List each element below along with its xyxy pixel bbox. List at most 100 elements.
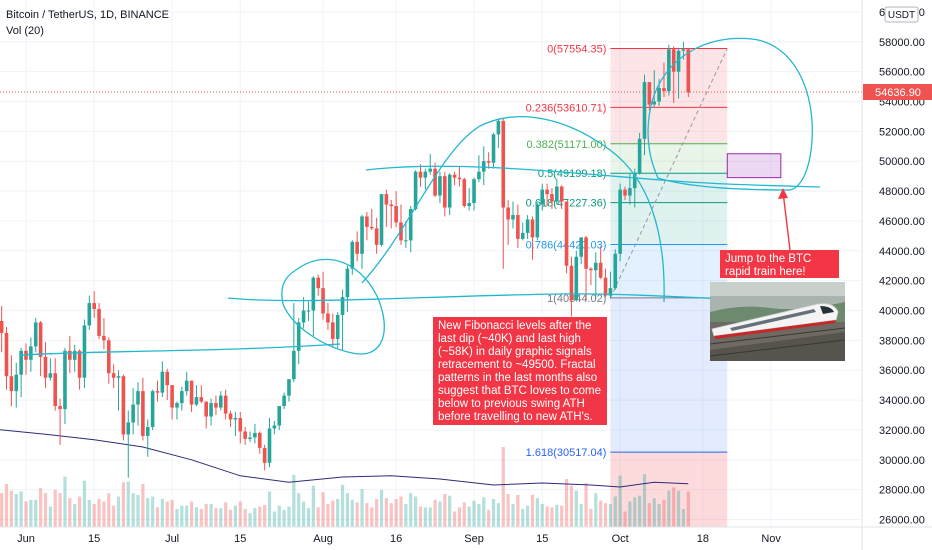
candle-body [29,346,33,360]
volume-bar [29,499,33,527]
hand-drawn-curves [19,37,821,356]
candlestick-series [0,41,862,478]
y-tick-label: 34000.00 [879,395,925,407]
x-tick-label: Aug [313,533,333,545]
volume-bar [574,490,578,527]
candle-body [141,391,145,436]
candle-body [106,340,111,374]
candle-body [33,322,38,347]
candle-body [384,194,389,205]
fib-level-label: 0(57554.35) [547,43,606,55]
candle-body [462,179,467,207]
candle-body [209,403,213,417]
candle-body [637,138,642,174]
volume-bar [224,502,228,527]
candle-body [608,288,613,296]
fib-zone [610,143,728,174]
candle-body [598,262,603,278]
volume-bar [540,504,544,527]
candle-body [345,268,350,298]
candle-body [102,335,106,341]
volume-bar [438,501,442,527]
volume-bar [58,493,62,527]
arrow-line [782,191,791,251]
volume-bar [228,509,233,527]
volume-bar [472,500,476,527]
volume-bar [24,501,28,527]
volume-bar [345,493,350,527]
arrow-head [778,188,788,199]
volume-bar [404,504,408,527]
volume-bar [418,506,423,527]
candle-body [43,356,48,378]
price-axis[interactable]: 26000.00 28000.00 30000.00 32000.00 34000.00… [861,0,932,550]
volume-bar [311,485,315,527]
candle-body [365,216,369,227]
candle-body [496,120,501,135]
volume-bar [384,498,388,527]
candle-body [491,134,496,163]
volume-bar [457,507,462,527]
candle-body [38,322,43,357]
candle-body [486,161,491,163]
volume-bar [19,491,23,527]
volume-bar [448,495,452,527]
candle-body [477,171,481,180]
volume-bar [667,490,671,527]
candle-body [292,350,296,380]
candle-body [472,179,476,204]
y-tick-label: 56000.00 [879,67,925,79]
candle-body [287,379,291,396]
candle-body [194,397,199,405]
candle-body [233,418,238,420]
volume-bar [87,499,91,527]
volume-bar [496,503,500,527]
candle-body [584,237,588,269]
candle-body [253,432,257,438]
volume-bar [160,499,164,527]
fib-zone-extension [610,452,728,527]
candle-body [579,237,583,257]
volume-bar [34,499,38,527]
volume-ma-line [0,429,689,488]
candle-body [652,101,657,105]
hand-drawn-curve [361,116,665,303]
candle-body [199,397,204,402]
candle-body [623,189,627,196]
volume-bar [389,503,393,527]
x-tick-label: 16 [390,533,402,545]
volume-bar [608,504,612,527]
candle-body [306,310,311,312]
time-axis[interactable]: Jun 15 Jul 15 Aug 16 Sep 15 Oct 18 Nov [0,526,932,545]
volume-bar [584,483,588,527]
candle-body [443,176,447,208]
volume-bar [297,493,301,527]
volume-bar [370,507,374,527]
target-zone-box [726,153,782,179]
volume-bar [219,508,223,527]
volume-bar [638,495,642,527]
volume-bar [258,506,262,527]
candle-body [564,201,569,266]
candle-body [68,350,72,360]
candle-body [559,186,564,202]
candle-body [613,253,618,289]
x-tick-label: Jul [165,533,179,545]
volume-bar [233,505,238,527]
x-tick-label: Oct [612,533,629,545]
candle-body [593,262,598,271]
volume-bar [535,498,539,527]
y-tick-label: 50000.00 [879,156,925,168]
candle-body [243,431,247,439]
candle-body [121,376,126,435]
hand-drawn-curve [647,37,813,191]
volume-bar [526,505,530,527]
volume-bar [647,503,651,527]
x-tick-label: Sep [464,533,484,545]
volume-bar [112,505,116,527]
y-tick-label: 40000.00 [879,306,925,318]
candle-body [311,277,316,311]
volume-bar [170,499,174,527]
candle-body [574,256,579,301]
